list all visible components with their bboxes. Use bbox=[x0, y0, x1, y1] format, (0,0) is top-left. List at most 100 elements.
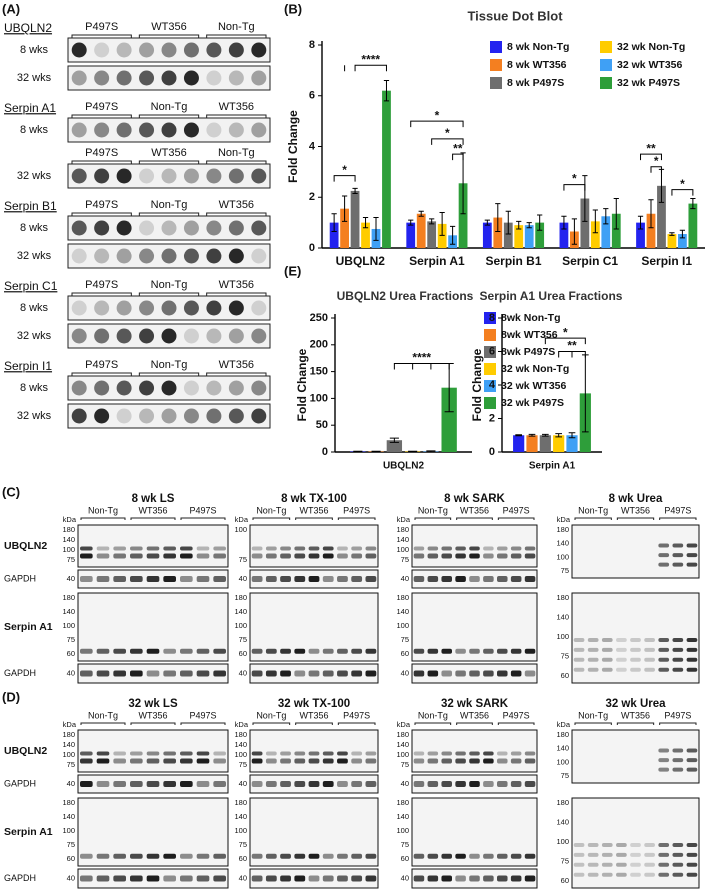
kda-label: kDa bbox=[63, 720, 77, 729]
bar bbox=[524, 225, 534, 248]
band bbox=[601, 647, 613, 652]
significance-bracket bbox=[410, 120, 464, 128]
row-label: UBQLN2 bbox=[4, 745, 47, 757]
band bbox=[510, 670, 522, 677]
band bbox=[469, 670, 480, 677]
error-bar bbox=[679, 229, 686, 239]
band bbox=[322, 546, 334, 551]
dot bbox=[251, 380, 267, 396]
marker-label: 140 bbox=[396, 607, 409, 616]
dot bbox=[139, 328, 155, 344]
dot bbox=[94, 220, 110, 236]
row-label: GAPDH bbox=[4, 778, 36, 788]
band bbox=[644, 872, 655, 877]
band bbox=[365, 553, 377, 559]
dot bbox=[139, 42, 155, 58]
band bbox=[163, 781, 176, 787]
band bbox=[573, 852, 585, 857]
marker-label: 100 bbox=[556, 757, 569, 766]
band bbox=[213, 853, 226, 859]
marker-label: 75 bbox=[561, 771, 569, 780]
group-bracket bbox=[180, 517, 226, 520]
band bbox=[573, 872, 585, 877]
band bbox=[524, 546, 536, 551]
marker-label: 140 bbox=[556, 539, 569, 548]
panel-label: (B) bbox=[284, 1, 302, 16]
band bbox=[265, 648, 277, 654]
protein-label: Serpin A1 bbox=[4, 101, 56, 115]
significance-label: * bbox=[435, 108, 440, 122]
band bbox=[455, 853, 466, 859]
band bbox=[365, 758, 377, 764]
dot bbox=[228, 300, 244, 316]
group-label: WT356 bbox=[460, 710, 489, 720]
bar bbox=[526, 435, 538, 452]
error-bar bbox=[429, 218, 435, 225]
band bbox=[455, 553, 466, 559]
band bbox=[180, 853, 193, 859]
band bbox=[80, 553, 93, 559]
marker-label: 75 bbox=[561, 856, 569, 865]
band bbox=[686, 843, 698, 847]
marker-label: 75 bbox=[67, 840, 75, 849]
row-label: 8 wks bbox=[20, 382, 49, 394]
y-tick-label: 8 bbox=[489, 312, 495, 324]
group-bracket bbox=[206, 292, 267, 296]
group-label: P497S bbox=[85, 147, 118, 159]
band bbox=[427, 751, 439, 756]
dot bbox=[206, 220, 222, 236]
blot-strip bbox=[411, 524, 538, 568]
band bbox=[686, 543, 698, 548]
band bbox=[280, 758, 291, 764]
band bbox=[483, 875, 494, 882]
legend-swatch bbox=[484, 346, 496, 358]
band bbox=[469, 576, 480, 582]
group-bracket bbox=[180, 722, 226, 725]
dot bbox=[251, 168, 267, 184]
band bbox=[469, 553, 480, 559]
group-bracket bbox=[497, 722, 535, 725]
significance-label: **** bbox=[361, 52, 380, 66]
marker-label: 100 bbox=[556, 632, 569, 641]
group-bracket bbox=[130, 517, 176, 520]
marker-label: 75 bbox=[67, 635, 75, 644]
bar bbox=[350, 190, 360, 248]
error-bar bbox=[439, 211, 445, 236]
significance-label: **** bbox=[412, 351, 431, 365]
bar bbox=[441, 387, 457, 452]
band bbox=[644, 647, 655, 652]
error-bar bbox=[561, 215, 567, 230]
band bbox=[413, 546, 425, 551]
band bbox=[351, 576, 363, 582]
band bbox=[455, 781, 466, 787]
marker-label: 180 bbox=[556, 798, 569, 807]
band bbox=[146, 853, 160, 859]
group-bracket bbox=[295, 517, 333, 520]
band bbox=[146, 576, 160, 582]
marker-label: 40 bbox=[239, 668, 247, 677]
band bbox=[524, 758, 536, 764]
protein-label: Serpin I1 bbox=[4, 359, 52, 373]
marker-label: 100 bbox=[62, 545, 75, 554]
marker-label: 140 bbox=[396, 812, 409, 821]
dot bbox=[183, 300, 199, 316]
error-bar bbox=[331, 213, 337, 233]
band bbox=[146, 553, 160, 559]
band bbox=[601, 862, 613, 867]
marker-label: 180 bbox=[396, 798, 409, 807]
band bbox=[308, 875, 320, 882]
band bbox=[630, 862, 641, 867]
kda-label: kDa bbox=[235, 720, 249, 729]
band bbox=[322, 576, 334, 582]
dot bbox=[251, 122, 267, 138]
group-label: P497S bbox=[664, 710, 691, 720]
dot bbox=[71, 328, 87, 344]
marker-label: 100 bbox=[234, 826, 247, 835]
band bbox=[308, 670, 320, 677]
group-label: Non-Tg bbox=[151, 359, 188, 371]
band bbox=[573, 638, 585, 642]
error-bar bbox=[362, 217, 369, 229]
band bbox=[365, 853, 377, 859]
band bbox=[365, 546, 377, 551]
band bbox=[644, 667, 655, 672]
